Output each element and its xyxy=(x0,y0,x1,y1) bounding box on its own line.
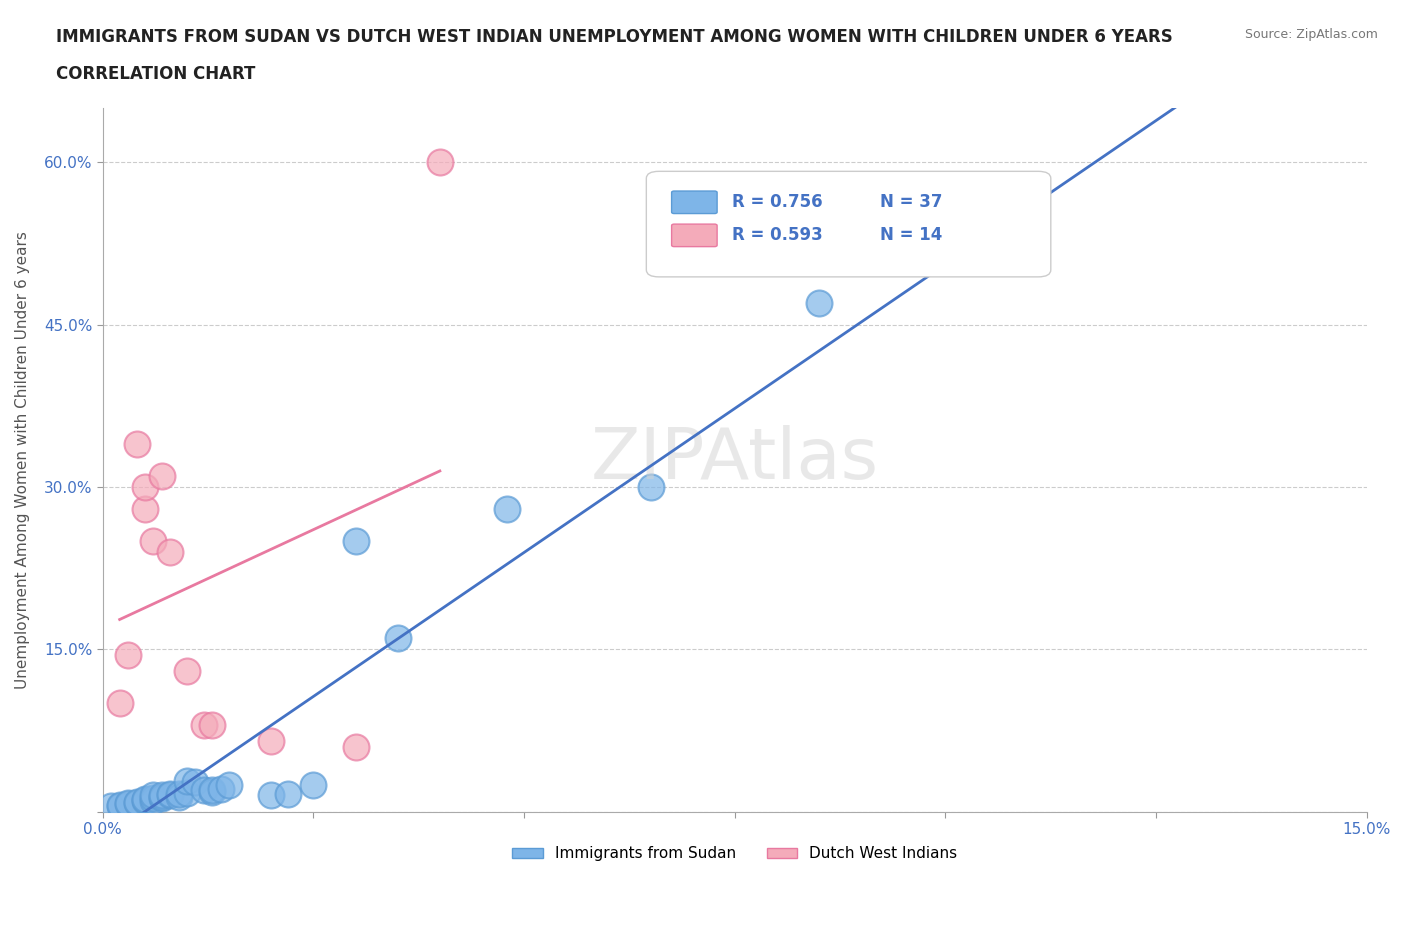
Point xyxy=(218,777,240,792)
Point xyxy=(117,647,139,662)
Point xyxy=(976,252,998,267)
Text: R = 0.593: R = 0.593 xyxy=(733,226,823,244)
Text: R = 0.756: R = 0.756 xyxy=(733,193,823,210)
Point xyxy=(184,775,207,790)
Point xyxy=(142,790,165,805)
Point xyxy=(125,795,148,810)
Point xyxy=(142,788,165,803)
Point xyxy=(117,795,139,810)
FancyBboxPatch shape xyxy=(672,224,717,246)
Point xyxy=(277,787,299,802)
Text: N = 14: N = 14 xyxy=(880,226,942,244)
Point xyxy=(134,501,156,516)
Point xyxy=(134,480,156,495)
Point xyxy=(150,789,173,804)
Point xyxy=(201,785,224,800)
Point xyxy=(176,663,198,678)
Point xyxy=(302,777,325,792)
Point xyxy=(159,544,181,559)
Point xyxy=(167,787,190,802)
Text: IMMIGRANTS FROM SUDAN VS DUTCH WEST INDIAN UNEMPLOYMENT AMONG WOMEN WITH CHILDRE: IMMIGRANTS FROM SUDAN VS DUTCH WEST INDI… xyxy=(56,28,1173,46)
Legend: Immigrants from Sudan, Dutch West Indians: Immigrants from Sudan, Dutch West Indian… xyxy=(506,840,963,868)
FancyBboxPatch shape xyxy=(672,191,717,214)
FancyBboxPatch shape xyxy=(647,171,1050,277)
Point xyxy=(260,734,283,749)
Point xyxy=(117,797,139,812)
Y-axis label: Unemployment Among Women with Children Under 6 years: Unemployment Among Women with Children U… xyxy=(15,231,30,689)
Point xyxy=(260,788,283,803)
Point xyxy=(496,501,519,516)
Point xyxy=(387,631,409,646)
Point xyxy=(108,696,131,711)
Point xyxy=(134,792,156,807)
Point xyxy=(344,739,367,754)
Point xyxy=(209,781,232,796)
Point xyxy=(150,790,173,805)
Point xyxy=(108,799,131,814)
Point xyxy=(125,794,148,809)
Point xyxy=(193,783,215,798)
Point xyxy=(344,534,367,549)
Point xyxy=(134,791,156,806)
Point xyxy=(100,799,122,814)
Text: ZIPAtlas: ZIPAtlas xyxy=(591,425,879,495)
Point xyxy=(142,534,165,549)
Point xyxy=(134,793,156,808)
Point xyxy=(176,786,198,801)
Point xyxy=(108,798,131,813)
Point xyxy=(159,788,181,803)
Point xyxy=(159,787,181,802)
Point xyxy=(201,718,224,733)
Point xyxy=(150,469,173,484)
Point xyxy=(176,774,198,789)
Point xyxy=(429,154,451,169)
Point xyxy=(808,296,831,311)
Point xyxy=(167,789,190,804)
Text: N = 37: N = 37 xyxy=(880,193,942,210)
Point xyxy=(150,788,173,803)
Point xyxy=(640,480,662,495)
Text: Source: ZipAtlas.com: Source: ZipAtlas.com xyxy=(1244,28,1378,41)
Point xyxy=(193,718,215,733)
Point xyxy=(201,783,224,798)
Text: CORRELATION CHART: CORRELATION CHART xyxy=(56,65,256,83)
Point xyxy=(142,793,165,808)
Point xyxy=(125,436,148,451)
